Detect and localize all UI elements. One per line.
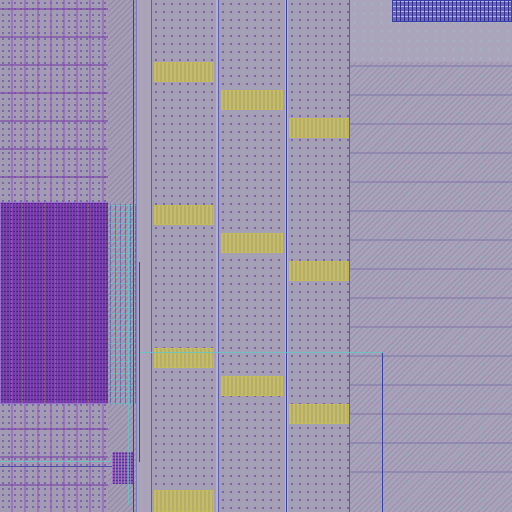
right-fill-stripes bbox=[350, 60, 512, 500]
pad bbox=[154, 490, 214, 512]
pad bbox=[221, 376, 283, 396]
via-column-2 bbox=[219, 0, 285, 512]
pad bbox=[221, 90, 283, 110]
bottom-connector bbox=[112, 452, 134, 484]
wire bbox=[286, 0, 287, 512]
wire bbox=[218, 0, 219, 512]
routing-wires bbox=[110, 204, 140, 404]
via-column-3 bbox=[288, 0, 350, 512]
wire bbox=[140, 352, 383, 353]
pad bbox=[289, 261, 349, 281]
wire bbox=[0, 466, 112, 467]
io-structure bbox=[392, 0, 512, 22]
pad bbox=[289, 404, 349, 424]
wire bbox=[133, 0, 134, 512]
logic-block-edge bbox=[0, 202, 110, 404]
pad bbox=[154, 205, 214, 225]
pad bbox=[221, 233, 283, 253]
pad bbox=[154, 62, 214, 82]
pad bbox=[154, 348, 214, 368]
wire bbox=[151, 0, 152, 512]
column-separator bbox=[216, 0, 219, 512]
wire bbox=[349, 0, 350, 512]
power-rail bbox=[136, 0, 152, 512]
wire bbox=[382, 352, 383, 512]
wire bbox=[139, 262, 140, 462]
wire bbox=[128, 205, 129, 505]
via-column-1 bbox=[152, 0, 216, 512]
wire bbox=[0, 461, 112, 462]
pad bbox=[289, 118, 349, 138]
dense-logic-block bbox=[0, 202, 110, 404]
